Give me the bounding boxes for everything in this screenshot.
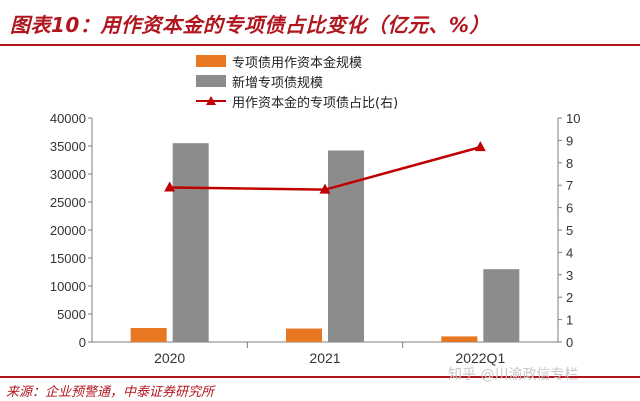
y-right-tick-label: 7	[566, 178, 573, 193]
legend-swatch-new	[196, 75, 226, 87]
bar-capital-2020	[130, 328, 167, 342]
y-right-tick-label: 5	[566, 223, 573, 238]
y-left-tick-label: 0	[79, 335, 86, 350]
title-divider	[0, 44, 640, 46]
y-left-tick-label: 10000	[50, 279, 86, 294]
y-right-tick-label: 2	[566, 290, 573, 305]
source-note: 来源：企业预警通，中泰证券研究所	[6, 385, 215, 400]
x-tick-label: 2022Q1	[455, 350, 505, 366]
bar-capital-2021	[286, 328, 322, 342]
y-left-tick-label: 15000	[50, 251, 86, 266]
bar-new-2021	[328, 150, 364, 342]
legend-label-capital: 专项债用作资本金规模	[232, 55, 363, 71]
y-right-tick-label: 3	[566, 268, 573, 283]
y-left-tick-label: 30000	[50, 167, 86, 182]
chart-legend: 专项债用作资本金规模 新增专项债规模 用作资本金的专项债占比(右)	[196, 52, 398, 112]
y-left-tick-label: 35000	[50, 139, 86, 154]
y-left-tick-label: 25000	[50, 195, 86, 210]
y-right-tick-label: 10	[566, 111, 580, 126]
x-tick-label: 2020	[154, 350, 185, 366]
y-right-tick-label: 1	[566, 313, 573, 328]
chart-title: 图表10：用作资本金的专项债占比变化（亿元、%）	[10, 13, 490, 37]
bar-new-2022Q1	[483, 269, 520, 342]
chart-header: 图表10：用作资本金的专项债占比变化（亿元、%）	[0, 0, 640, 42]
legend-swatch-capital	[196, 55, 226, 67]
legend-label-new: 新增专项债规模	[232, 75, 324, 91]
ratio-point-2022Q1	[474, 141, 486, 152]
bar-new-2020	[172, 143, 209, 342]
y-right-tick-label: 9	[566, 133, 573, 148]
y-right-tick-label: 6	[566, 201, 573, 216]
y-right-tick-label: 0	[566, 335, 573, 350]
y-right-tick-label: 4	[566, 245, 573, 260]
ratio-point-2021	[319, 183, 331, 194]
legend-item-capital: 专项债用作资本金规模	[196, 52, 398, 71]
y-left-tick-label: 20000	[50, 223, 86, 238]
legend-label-ratio: 用作资本金的专项债占比(右)	[232, 95, 399, 111]
x-tick-label: 2021	[309, 350, 340, 366]
y-right-tick-label: 8	[566, 156, 573, 171]
bar-capital-2022Q1	[441, 336, 478, 342]
ratio-line	[169, 145, 481, 191]
watermark: 知乎 @川渝政信专栏	[448, 367, 579, 383]
source-divider	[0, 376, 640, 378]
legend-item-new: 新增专项债规模	[196, 72, 398, 91]
ratio-point-2020	[164, 181, 176, 192]
legend-item-ratio: 用作资本金的专项债占比(右)	[196, 92, 399, 111]
legend-swatch-ratio	[196, 95, 226, 107]
y-left-tick-label: 40000	[50, 111, 86, 126]
y-left-tick-label: 5000	[57, 307, 86, 322]
